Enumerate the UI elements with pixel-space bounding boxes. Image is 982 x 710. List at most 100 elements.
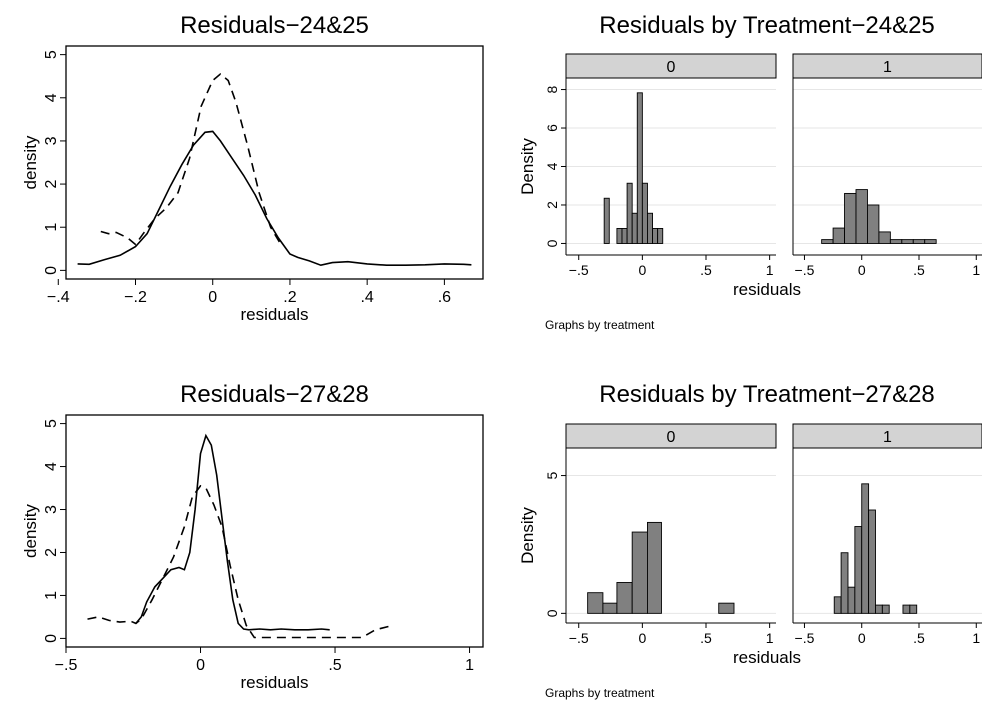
- x-tick-label: 0: [638, 630, 646, 646]
- x-tick-label: −.5: [795, 630, 815, 646]
- histogram-bar: [636, 92, 643, 244]
- x-tick-label: .2: [283, 289, 296, 306]
- histogram-bar: [616, 227, 623, 244]
- x-tick-label: .5: [913, 630, 925, 646]
- y-tick-label: 3: [43, 505, 60, 514]
- facet-panel-1: 1 −.5 0 .5 1: [792, 53, 982, 278]
- histogram-bar: [844, 192, 857, 244]
- histogram-bar: [855, 189, 868, 244]
- histogram-bar: [854, 526, 863, 614]
- y-axis-label: density: [21, 504, 40, 558]
- y-tick-label: 2: [43, 548, 60, 557]
- plot-frame: [65, 414, 484, 648]
- y-tick-label: 6: [544, 124, 560, 132]
- x-tick-label: 0: [196, 657, 205, 674]
- y-axis-label: Density: [518, 507, 537, 564]
- facet-strip-label: 1: [883, 429, 892, 446]
- histogram-bar: [626, 182, 633, 244]
- graphs-by-note: Graphs by treatment: [545, 686, 655, 700]
- chart-title: Residuals by Treatment−24&25: [599, 12, 935, 39]
- histogram-bar: [901, 239, 914, 244]
- x-tick-label: .6: [438, 289, 451, 306]
- facet-strip: [792, 423, 982, 449]
- x-tick-label: 1: [766, 262, 774, 278]
- y-tick-label: 4: [544, 162, 560, 170]
- facet-strip: [792, 53, 982, 79]
- histogram-bar: [631, 212, 638, 244]
- histogram-bar: [616, 582, 633, 614]
- y-tick-label: 0: [544, 239, 560, 247]
- y-tick-label: 2: [43, 180, 60, 189]
- facet-strip-label: 1: [883, 59, 892, 76]
- y-axis-label: density: [21, 135, 40, 189]
- histogram-bar: [840, 552, 849, 614]
- y-tick-label: 0: [544, 609, 560, 617]
- y-tick-label: 0: [43, 266, 60, 275]
- x-tick-label: −.5: [569, 262, 589, 278]
- x-tick-label: 1: [766, 630, 774, 646]
- histogram-bar: [631, 531, 648, 614]
- density-line-solid: [135, 433, 330, 631]
- x-tick-label: −.5: [569, 630, 589, 646]
- histogram-bar: [832, 227, 845, 244]
- y-tick-label: 5: [43, 419, 60, 428]
- x-tick-label: 0: [858, 630, 866, 646]
- histogram-bar: [881, 604, 890, 614]
- histogram-bar: [603, 197, 610, 244]
- x-tick-label: −.5: [55, 657, 78, 674]
- plot-frame: [65, 45, 484, 280]
- histogram-chart-1: Residuals by Treatment−24&25 0 −.5 0 .5 1 0 2 4 6…: [518, 12, 982, 332]
- histogram-bar: [718, 602, 735, 614]
- histogram-bar: [861, 483, 870, 614]
- histogram-bar: [875, 604, 883, 614]
- chart-title: Residuals−24&25: [180, 12, 369, 39]
- histogram-bar: [889, 239, 903, 244]
- x-tick-label: −.2: [124, 289, 147, 306]
- histogram-bar: [621, 227, 628, 244]
- histogram-chart-3: Residuals by Treatment−27&28 0 −.5 0 .5 1 0 5 1 −…: [518, 381, 982, 700]
- chart-title: Residuals−27&28: [180, 381, 369, 408]
- x-axis-label: residuals: [240, 673, 308, 692]
- density-line-dashed: [87, 484, 389, 639]
- histogram-bar: [867, 204, 880, 244]
- histogram-bar: [924, 239, 937, 244]
- histogram-bar: [587, 592, 604, 614]
- facet-strip: [565, 423, 777, 449]
- y-tick-label: 5: [43, 50, 60, 59]
- facet-strip-label: 0: [667, 59, 676, 76]
- x-tick-label: 1: [972, 262, 980, 278]
- histogram-bar: [868, 509, 876, 614]
- x-axis-label: residuals: [240, 305, 308, 324]
- y-tick-label: 8: [544, 85, 560, 93]
- density-chart-2: Residuals−27&28 0 1 2 3 4 5 −.5 0 .5 1 residuals den…: [21, 381, 484, 692]
- x-tick-label: −.5: [795, 262, 815, 278]
- y-axis-label: Density: [518, 138, 537, 195]
- x-tick-label: 0: [638, 262, 646, 278]
- x-axis-label: residuals: [733, 648, 801, 667]
- histogram-bar: [909, 604, 918, 614]
- x-tick-label: 1: [972, 630, 980, 646]
- chart-title: Residuals by Treatment−27&28: [599, 381, 935, 408]
- x-tick-label: 0: [858, 262, 866, 278]
- y-tick-label: 5: [544, 471, 560, 479]
- facet-panel-1: 1 −.5 0 .5 1: [792, 423, 982, 646]
- facet-panel-0: 0 −.5 0 .5 1 0 5: [544, 423, 777, 646]
- histogram-bar: [641, 182, 648, 244]
- y-tick-label: 3: [43, 136, 60, 145]
- histogram-bar: [821, 239, 834, 244]
- histogram-bar: [647, 521, 662, 614]
- y-tick-label: 4: [43, 93, 60, 102]
- density-line-dashed: [100, 72, 283, 248]
- x-tick-label: .5: [913, 262, 925, 278]
- histogram-bar: [912, 239, 926, 244]
- x-axis-label: residuals: [733, 280, 801, 299]
- histogram-bar: [878, 231, 891, 244]
- y-tick-label: 1: [43, 223, 60, 232]
- x-tick-label: .4: [360, 289, 373, 306]
- x-tick-label: 1: [465, 657, 474, 674]
- y-tick-label: 1: [43, 591, 60, 600]
- histogram-bar: [657, 227, 664, 244]
- y-tick-label: 4: [43, 462, 60, 471]
- graphs-by-note: Graphs by treatment: [545, 318, 655, 332]
